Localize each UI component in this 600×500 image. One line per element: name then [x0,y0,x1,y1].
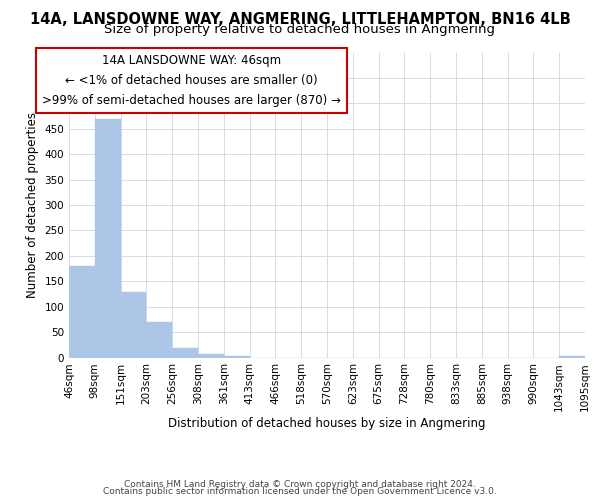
Bar [172,348,198,358]
Text: 14A, LANSDOWNE WAY, ANGMERING, LITTLEHAMPTON, BN16 4LB: 14A, LANSDOWNE WAY, ANGMERING, LITTLEHAM… [29,12,571,28]
Bar [198,354,224,358]
Text: Contains HM Land Registry data © Crown copyright and database right 2024.: Contains HM Land Registry data © Crown c… [124,480,476,489]
Bar [559,356,585,358]
Y-axis label: Number of detached properties: Number of detached properties [26,112,39,298]
Bar [69,266,95,358]
Bar [121,292,146,358]
Text: Size of property relative to detached houses in Angmering: Size of property relative to detached ho… [104,22,496,36]
Bar [146,322,172,358]
X-axis label: Distribution of detached houses by size in Angmering: Distribution of detached houses by size … [168,416,486,430]
Text: Contains public sector information licensed under the Open Government Licence v3: Contains public sector information licen… [103,487,497,496]
Bar [95,118,121,358]
Bar [224,356,250,358]
Text: 14A LANSDOWNE WAY: 46sqm
← <1% of detached houses are smaller (0)
>99% of semi-d: 14A LANSDOWNE WAY: 46sqm ← <1% of detach… [42,54,341,107]
